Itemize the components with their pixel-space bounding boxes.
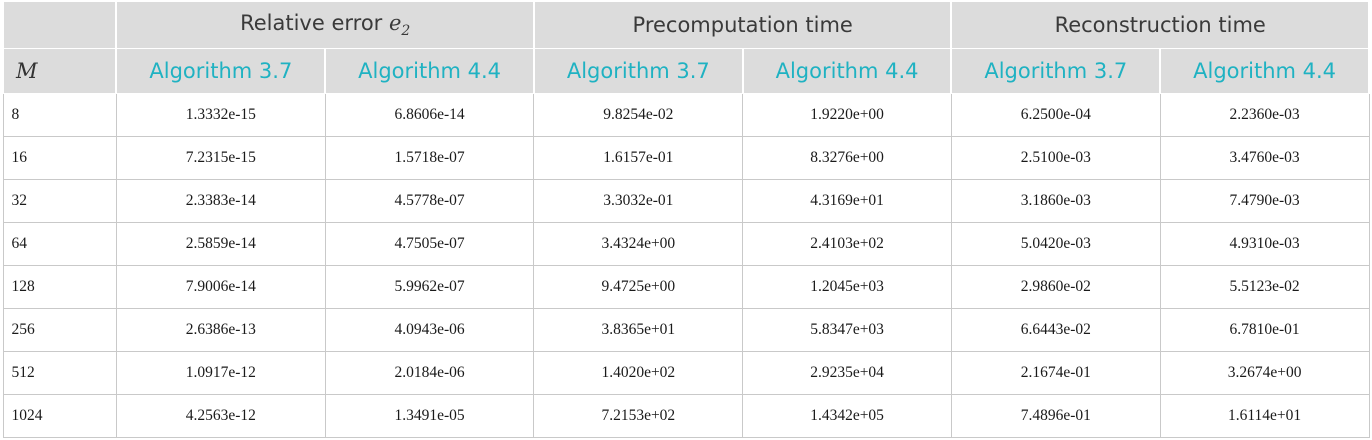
table-row: 32 2.3383e-14 4.5778e-07 3.3032e-01 4.31… (2, 179, 1370, 223)
pre-a44-cell: 4.3169e+01 (742, 179, 952, 223)
m-cell: 32 (2, 179, 117, 223)
rec-a37-cell: 7.4896e-01 (950, 394, 1161, 438)
table-header: Relative error e2 Precomputation time Re… (1, 1, 1370, 94)
rec-a37-cell: 6.2500e-04 (950, 93, 1161, 137)
rec-a44-cell: 3.4760e-03 (1159, 136, 1370, 180)
m-cell: 512 (2, 351, 117, 395)
rec-a37-cell: 3.1860e-03 (950, 179, 1161, 223)
err-a44-cell: 1.5718e-07 (324, 136, 535, 180)
relative-error-symbol: e2 (388, 10, 411, 40)
pre-a44-cell: 1.9220e+00 (742, 93, 952, 137)
err-a44-cell: 6.8606e-14 (324, 93, 535, 137)
pre-a37-cell: 9.4725e+00 (533, 265, 744, 309)
pre-a37-cell: 3.3032e-01 (533, 179, 744, 223)
rec-a44-cell: 3.2674e+00 (1159, 351, 1370, 395)
err-a37-cell: 1.0917e-12 (115, 351, 326, 395)
err-a37-cell: 2.3383e-14 (115, 179, 326, 223)
err-a44-cell: 4.7505e-07 (324, 222, 535, 266)
pre-a37-cell: 3.4324e+00 (533, 222, 744, 266)
precomputation-time-header: Precomputation time (532, 1, 953, 49)
table-row: 256 2.6386e-13 4.0943e-06 3.8365e+01 5.8… (2, 308, 1370, 352)
rec-a44-cell: 4.9310e-03 (1159, 222, 1370, 266)
m-cell: 256 (2, 308, 117, 352)
m-cell: 1024 (2, 394, 117, 438)
pre-a37-cell: 1.4020e+02 (533, 351, 744, 395)
err-a44-cell: 5.9962e-07 (324, 265, 535, 309)
pre-a44-cell: 2.9235e+04 (742, 351, 952, 395)
table-row: 128 7.9006e-14 5.9962e-07 9.4725e+00 1.2… (2, 265, 1370, 309)
m-cell: 16 (2, 136, 117, 180)
rec-a37-cell: 2.1674e-01 (950, 351, 1161, 395)
err-a37-cell: 7.9006e-14 (115, 265, 326, 309)
table-row: 1024 4.2563e-12 1.3491e-05 7.2153e+02 1.… (2, 394, 1370, 438)
pre-algorithm-4-4-header: Algorithm 4.4 (741, 48, 953, 94)
err-a44-cell: 1.3491e-05 (324, 394, 535, 438)
err-a37-cell: 1.3332e-15 (115, 93, 326, 137)
err-algorithm-4-4-header: Algorithm 4.4 (324, 48, 535, 94)
pre-algorithm-3-7-header: Algorithm 3.7 (532, 48, 744, 94)
rec-algorithm-4-4-header: Algorithm 4.4 (1159, 48, 1370, 94)
rec-a44-cell: 1.6114e+01 (1159, 394, 1370, 438)
table-row: 512 1.0917e-12 2.0184e-06 1.4020e+02 2.9… (2, 351, 1370, 395)
pre-a37-cell: 7.2153e+02 (533, 394, 744, 438)
err-a37-cell: 2.6386e-13 (115, 308, 326, 352)
pre-a37-cell: 1.6157e-01 (533, 136, 744, 180)
err-a44-cell: 4.5778e-07 (324, 179, 535, 223)
err-a37-cell: 2.5859e-14 (115, 222, 326, 266)
m-cell: 128 (2, 265, 117, 309)
pre-a44-cell: 8.3276e+00 (742, 136, 952, 180)
rec-a44-cell: 6.7810e-01 (1159, 308, 1370, 352)
m-cell: 64 (2, 222, 117, 266)
rec-a37-cell: 2.5100e-03 (950, 136, 1161, 180)
err-a37-cell: 7.2315e-15 (115, 136, 326, 180)
group-header-row: Relative error e2 Precomputation time Re… (1, 1, 1370, 49)
rec-a44-cell: 2.2360e-03 (1159, 93, 1370, 137)
rec-a37-cell: 5.0420e-03 (950, 222, 1161, 266)
pre-a44-cell: 2.4103e+02 (742, 222, 952, 266)
table-row: 16 7.2315e-15 1.5718e-07 1.6157e-01 8.32… (2, 136, 1370, 180)
pre-a44-cell: 5.8347e+03 (742, 308, 952, 352)
relative-error-header: Relative error e2 (115, 1, 535, 49)
pre-a44-cell: 1.2045e+03 (742, 265, 952, 309)
pre-a37-cell: 3.8365e+01 (533, 308, 744, 352)
pre-a44-cell: 1.4342e+05 (742, 394, 952, 438)
header-corner-cell (1, 1, 118, 49)
rec-algorithm-3-7-header: Algorithm 3.7 (950, 48, 1162, 94)
m-cell: 8 (2, 93, 117, 137)
rec-a37-cell: 2.9860e-02 (950, 265, 1161, 309)
relative-error-label: Relative error (240, 10, 383, 35)
err-a44-cell: 2.0184e-06 (324, 351, 535, 395)
table-row: 8 1.3332e-15 6.8606e-14 9.8254e-02 1.922… (2, 93, 1370, 137)
m-column-header: M (1, 48, 118, 94)
rec-a44-cell: 5.5123e-02 (1159, 265, 1370, 309)
rec-a37-cell: 6.6443e-02 (950, 308, 1161, 352)
reconstruction-time-header: Reconstruction time (950, 1, 1370, 49)
err-a37-cell: 4.2563e-12 (115, 394, 326, 438)
err-algorithm-3-7-header: Algorithm 3.7 (115, 48, 327, 94)
pre-a37-cell: 9.8254e-02 (533, 93, 744, 137)
table-body: 8 1.3332e-15 6.8606e-14 9.8254e-02 1.922… (2, 93, 1370, 438)
err-a44-cell: 4.0943e-06 (324, 308, 535, 352)
sub-header-row: M Algorithm 3.7 Algorithm 4.4 Algorithm … (1, 48, 1370, 94)
table-row: 64 2.5859e-14 4.7505e-07 3.4324e+00 2.41… (2, 222, 1370, 266)
rec-a44-cell: 7.4790e-03 (1159, 179, 1370, 223)
